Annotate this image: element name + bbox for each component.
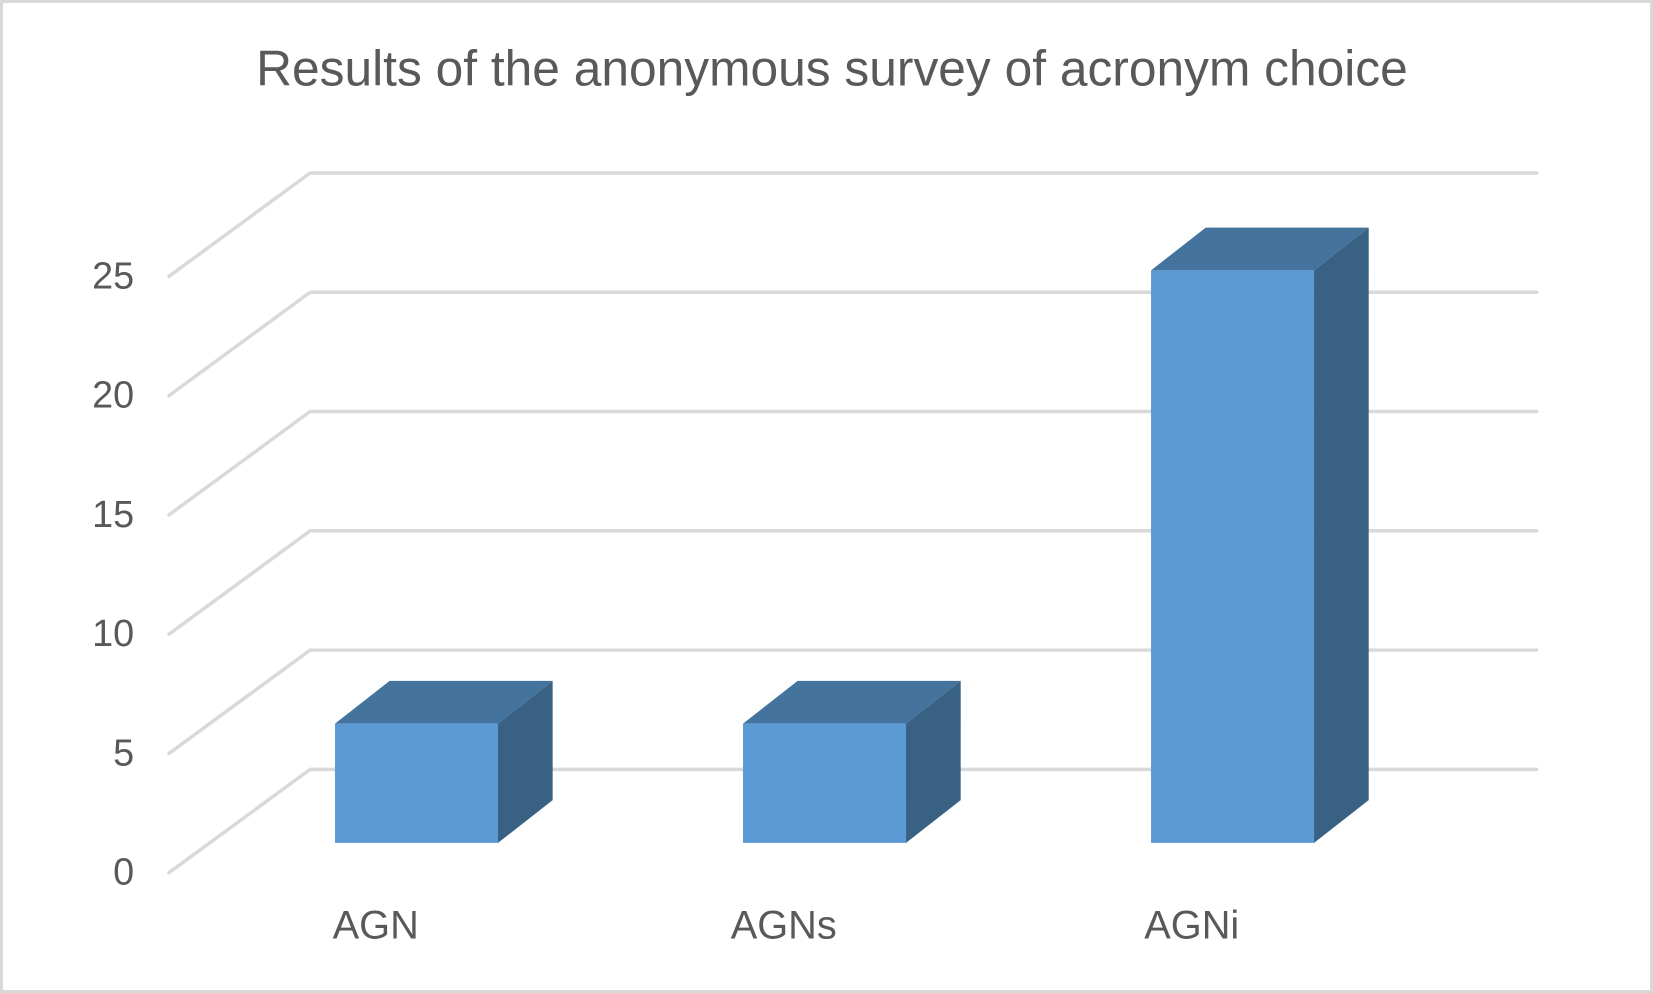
bar-front-face (334, 723, 498, 843)
y-tick-label: 0 (113, 852, 134, 894)
y-tick-label: 15 (92, 494, 134, 536)
category-label: AGNi (1144, 903, 1239, 947)
y-axis-labels: 0 5 10 15 20 25 (92, 255, 134, 893)
bar-chart-3d: 0 5 10 15 20 25 AGN AGNs AGNi Results of the an… (92, 40, 1539, 947)
x-axis-labels: AGN AGNs AGNi (333, 903, 1240, 947)
y-tick-label: 25 (92, 255, 134, 297)
gridline (167, 529, 1539, 636)
gridlines (167, 171, 1539, 875)
gridline (167, 767, 1539, 875)
gridline (167, 409, 1539, 517)
y-tick-label: 10 (92, 613, 134, 655)
bar-top-face (1151, 227, 1369, 271)
bars (334, 227, 1369, 843)
bar-AGN (334, 680, 553, 843)
bar-side-face (497, 680, 553, 843)
bar-AGNi (1151, 227, 1369, 843)
bar-top-face (743, 680, 961, 724)
bar-side-face (906, 680, 961, 843)
category-label: AGN (333, 903, 419, 947)
gridline (167, 171, 1539, 279)
bar-front-face (1151, 270, 1315, 843)
category-label: AGNs (731, 903, 837, 947)
bar-side-face (1314, 227, 1369, 843)
bar-top-face (334, 680, 553, 724)
chart-title: Results of the anonymous survey of acron… (256, 40, 1408, 96)
bar-AGNs (743, 680, 961, 843)
bar-front-face (743, 723, 907, 843)
gridline (167, 648, 1539, 756)
y-tick-label: 5 (113, 732, 134, 774)
gridline (167, 290, 1539, 398)
y-tick-label: 20 (92, 375, 134, 417)
